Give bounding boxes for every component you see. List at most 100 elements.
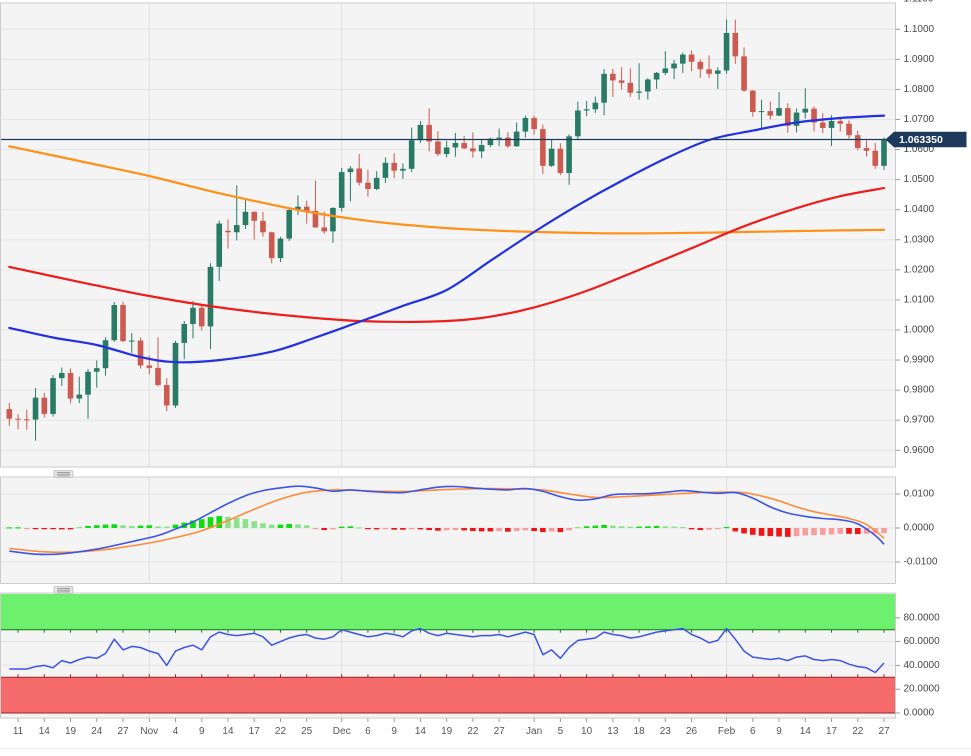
candle-bearish — [146, 365, 153, 368]
candle-bullish — [723, 32, 730, 71]
time-axis-label: Feb — [718, 726, 736, 737]
candle-bearish — [461, 142, 467, 149]
macd-hist-bar-negative — [837, 528, 844, 534]
macd-hist-bar-positive — [85, 525, 91, 528]
time-axis-label: 17 — [826, 726, 838, 737]
macd-hist-bar-negative — [382, 528, 389, 530]
candle-bearish — [846, 123, 852, 136]
candle-bullish — [452, 142, 459, 148]
axis-tick-label: 1.0500 — [904, 174, 935, 185]
axis-tick-label: 1.0000 — [904, 325, 935, 336]
macd-hist-bar-positive — [303, 525, 310, 528]
macd-hist-bar-positive — [618, 526, 625, 528]
panel-resize-handle-rsi[interactable] — [53, 586, 74, 594]
macd-hist-bar-negative — [854, 528, 861, 535]
candle-bearish — [356, 168, 362, 183]
candle-bullish — [111, 305, 118, 341]
candle-bullish — [102, 340, 109, 369]
right-price-axis: 1.1100 1.1000 1.0900 1.0800 1.0700 1.0600 1.05… — [895, 0, 940, 719]
panel-resize-handle-macd[interactable] — [53, 470, 74, 478]
macd-hist-bar-negative — [32, 528, 39, 530]
candle-bearish — [749, 90, 756, 112]
candle-bearish — [767, 111, 774, 116]
axis-tick-label: 0.0000 — [904, 708, 935, 719]
candle-bullish — [242, 211, 249, 226]
macd-hist-bar-negative — [470, 528, 476, 532]
macd-hist-bar-negative — [758, 528, 765, 536]
candle-bearish — [163, 385, 170, 406]
candle-bearish — [365, 182, 371, 189]
time-axis-label: 22 — [275, 726, 287, 737]
candle-bullish — [522, 118, 529, 132]
candle-bullish — [295, 206, 301, 211]
time-axis-label: 22 — [852, 726, 864, 737]
rsi-panel-border — [0, 592, 896, 719]
macd-hist-bar-negative — [811, 528, 817, 536]
macd-hist-bar-negative — [417, 528, 424, 530]
time-axis-label: 23 — [660, 726, 672, 737]
macd-hist-bar-negative — [881, 528, 887, 534]
time-axis-label: 6 — [750, 726, 756, 737]
macd-hist-bar-positive — [207, 517, 214, 528]
time-axis-label: 27 — [117, 726, 129, 737]
candlestick-series[interactable] — [6, 19, 887, 441]
macd-hist-bar-positive — [627, 526, 634, 528]
time-axis-label: 25 — [301, 726, 313, 737]
candle-bearish — [811, 108, 817, 123]
macd-panel[interactable] — [0, 476, 896, 584]
macd-hist-bar-negative — [23, 528, 30, 530]
macd-hist-bar-positive — [137, 525, 144, 528]
candle-bearish — [706, 69, 712, 74]
macd-hist-bar-positive — [662, 526, 669, 528]
macd-hist-bar-positive — [128, 525, 135, 528]
candle-bearish — [41, 397, 48, 414]
candle-bearish — [741, 56, 747, 91]
candle-bullish — [128, 340, 135, 342]
candle-bullish — [382, 162, 389, 178]
macd-hist-bar-positive — [225, 516, 231, 528]
candle-bullish — [400, 168, 406, 171]
candle-bullish — [680, 54, 686, 64]
candle-bearish — [854, 135, 861, 149]
candle-bearish — [688, 54, 695, 62]
candle-bullish — [671, 63, 677, 69]
macd-hist-bar-negative — [67, 528, 74, 530]
candle-bearish — [470, 148, 476, 152]
candle-bearish — [312, 210, 319, 228]
candle-bullish — [592, 102, 599, 110]
price-tag-value: 1.063350 — [899, 134, 943, 146]
candle-bullish — [76, 394, 83, 399]
axis-tick-label: 0.0100 — [904, 489, 935, 500]
time-axis-label: 10 — [581, 726, 593, 737]
macd-hist-bar-positive — [295, 524, 301, 528]
macd-hist-bar-negative — [732, 528, 739, 532]
macd-panel-border — [0, 476, 896, 584]
candle-bullish — [645, 79, 651, 92]
axis-tick-label: 0.9700 — [904, 415, 935, 426]
rsi-panel[interactable] — [0, 592, 896, 719]
candle-bullish — [50, 378, 56, 414]
macd-hist-bar-positive — [251, 521, 258, 528]
macd-main-line — [9, 485, 885, 556]
time-axis-label: 9 — [776, 726, 782, 737]
macd-hist-bar-positive — [286, 523, 293, 528]
macd-hist-bar-negative — [688, 528, 695, 530]
macd-hist-bar-positive — [575, 526, 581, 529]
candle-bearish — [863, 148, 870, 151]
macd-hist-bar-negative — [706, 528, 712, 530]
time-axis-label: 18 — [634, 726, 646, 737]
candle-bullish — [601, 73, 607, 103]
macd-hist-bar-negative — [793, 528, 800, 537]
candle-bearish — [732, 32, 739, 57]
macd-hist-bar-positive — [347, 526, 354, 528]
macd-hist-bar-negative — [312, 528, 319, 530]
time-axis-label: 26 — [686, 726, 698, 737]
sma-200-line — [8, 145, 886, 235]
main-price-panel[interactable] — [0, 0, 896, 468]
macd-hist-bar-positive — [653, 525, 660, 528]
candle-bullish — [277, 238, 284, 259]
macd-hist-bar-negative — [58, 528, 65, 530]
candle-bearish — [531, 118, 537, 130]
macd-hist-bar-negative — [802, 528, 809, 536]
